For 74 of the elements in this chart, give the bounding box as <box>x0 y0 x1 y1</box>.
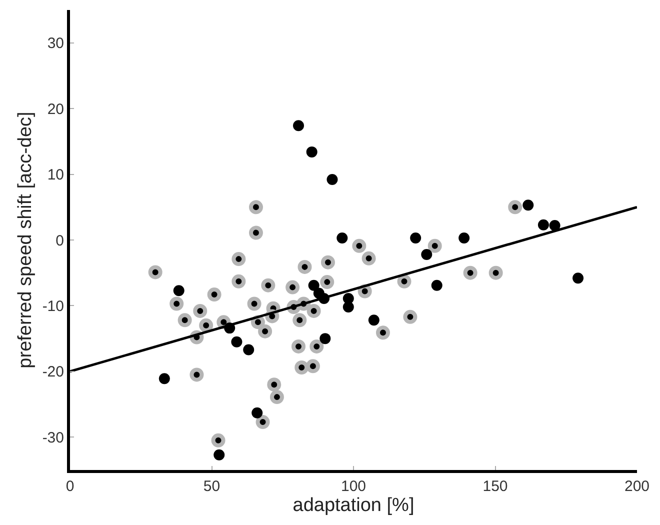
point <box>252 407 263 418</box>
point <box>248 200 263 214</box>
x-tick-label: 100 <box>340 478 366 495</box>
point <box>248 226 263 240</box>
point <box>258 324 272 338</box>
point <box>308 280 320 291</box>
x-axis-title: adaptation [%] <box>292 495 414 516</box>
point <box>232 274 246 288</box>
point <box>320 333 331 344</box>
point <box>292 313 307 328</box>
point <box>522 200 534 211</box>
point <box>403 310 418 324</box>
point <box>572 272 584 284</box>
point <box>421 248 432 260</box>
point <box>243 344 254 356</box>
point <box>376 326 390 340</box>
point <box>267 378 282 392</box>
x-tick-label: 50 <box>203 478 220 495</box>
point <box>538 219 549 230</box>
point <box>199 318 214 332</box>
point <box>170 296 184 311</box>
point <box>306 304 321 318</box>
point <box>352 238 366 253</box>
point <box>261 278 276 292</box>
point <box>397 274 412 288</box>
point <box>488 266 503 280</box>
point <box>362 251 376 266</box>
point <box>458 232 470 244</box>
point <box>193 304 208 318</box>
point <box>207 288 222 302</box>
point <box>231 336 242 348</box>
point <box>256 415 270 430</box>
point <box>549 220 560 232</box>
point <box>148 265 162 280</box>
y-tick-label: 0 <box>56 232 64 250</box>
point <box>306 146 318 158</box>
point <box>298 260 312 274</box>
point <box>190 368 204 382</box>
point <box>310 339 324 354</box>
x-tick-label: 200 <box>624 478 650 495</box>
point <box>320 255 335 270</box>
y-tick-label: -20 <box>42 364 64 381</box>
point <box>294 360 309 374</box>
point <box>247 296 262 311</box>
point <box>508 200 522 214</box>
point <box>211 433 226 448</box>
point <box>292 339 306 354</box>
point <box>428 238 442 253</box>
point <box>270 390 284 404</box>
point <box>178 313 192 328</box>
point <box>286 280 300 294</box>
point <box>293 120 304 132</box>
x-tick-label: 150 <box>482 478 508 495</box>
y-tick-label: -30 <box>42 429 64 446</box>
y-tick-label: 10 <box>47 166 64 184</box>
y-axis-title: preferred speed shift [acc-dec] <box>15 112 36 368</box>
point <box>158 373 170 384</box>
point <box>410 232 422 244</box>
y-tick-label: 20 <box>47 100 64 118</box>
x-tick-label: 0 <box>66 478 74 495</box>
point <box>214 449 225 460</box>
point <box>306 359 320 374</box>
point <box>232 252 246 266</box>
point <box>342 302 354 313</box>
point <box>320 275 334 290</box>
y-tick-label: -10 <box>42 298 64 315</box>
point <box>368 314 380 326</box>
point <box>173 285 184 296</box>
y-tick-label: 30 <box>47 35 64 52</box>
point <box>431 280 442 291</box>
point <box>326 174 338 186</box>
point <box>358 284 372 298</box>
point <box>336 232 348 244</box>
point <box>463 266 478 280</box>
